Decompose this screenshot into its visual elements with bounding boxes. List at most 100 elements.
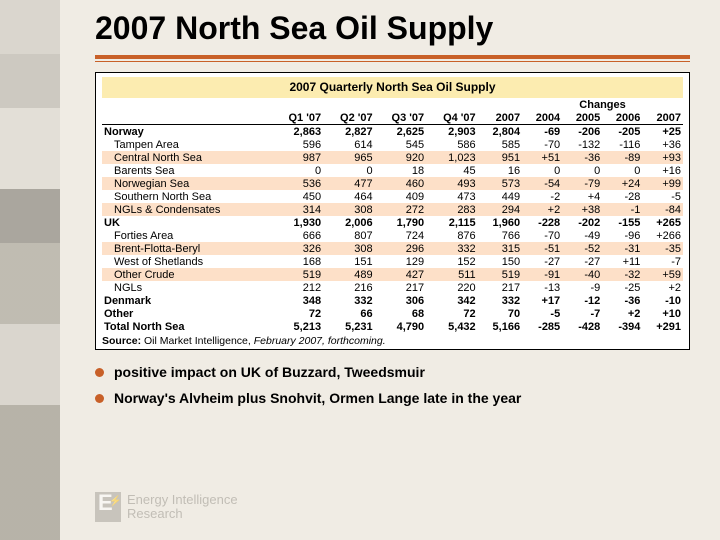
cell-value: 2,006 [323, 216, 375, 229]
title-rule-thick [95, 55, 690, 59]
cell-value: 586 [426, 138, 478, 151]
cell-value: +291 [642, 320, 683, 333]
cell-value: +38 [562, 203, 602, 216]
cell-value: -70 [522, 138, 562, 151]
title-rule-thin [95, 61, 690, 62]
cell-value: 427 [375, 268, 427, 281]
column-header: Q2 '07 [323, 111, 375, 125]
footer-logo: ⚡ Energy Intelligence Research [95, 492, 238, 522]
cell-value: -132 [562, 138, 602, 151]
cell-value: 296 [375, 242, 427, 255]
column-header: 2004 [522, 111, 562, 125]
table-row: UK1,9302,0061,7902,1151,960-228-202-155+… [102, 216, 683, 229]
cell-value: +265 [642, 216, 683, 229]
cell-value: 573 [478, 177, 522, 190]
table-row: NGLs212216217220217-13-9-25+2 [102, 281, 683, 294]
cell-value: 920 [375, 151, 427, 164]
cell-value: 314 [272, 203, 324, 216]
cell-value: +25 [642, 125, 683, 139]
table-row: Tampen Area596614545586585-70-132-116+36 [102, 138, 683, 151]
cell-value: 168 [272, 255, 324, 268]
column-header: Q3 '07 [375, 111, 427, 125]
cell-value: 724 [375, 229, 427, 242]
cell-value: -36 [562, 151, 602, 164]
cell-value: 216 [323, 281, 375, 294]
cell-value: +93 [642, 151, 683, 164]
cell-value: -91 [522, 268, 562, 281]
cell-value: 987 [272, 151, 324, 164]
cell-value: 72 [272, 307, 324, 320]
cell-value: 5,166 [478, 320, 522, 333]
table-row: Barents Sea00184516000+16 [102, 164, 683, 177]
cell-value: 306 [375, 294, 427, 307]
cell-value: 450 [272, 190, 324, 203]
column-header: 2007 [478, 111, 522, 125]
cell-value: 409 [375, 190, 427, 203]
cell-value: 536 [272, 177, 324, 190]
cell-value: 217 [478, 281, 522, 294]
logo-line1: Energy Intelligence [127, 493, 238, 507]
cell-value: +2 [642, 281, 683, 294]
cell-value: -394 [602, 320, 642, 333]
cell-value: -35 [642, 242, 683, 255]
cell-value: 16 [478, 164, 522, 177]
cell-value: 477 [323, 177, 375, 190]
cell-value: +17 [522, 294, 562, 307]
bullet-dot-icon [95, 368, 104, 377]
row-label: Southern North Sea [102, 190, 272, 203]
cell-value: 1,790 [375, 216, 427, 229]
cell-value: +16 [642, 164, 683, 177]
table-row: Central North Sea9879659201,023951+51-36… [102, 151, 683, 164]
cell-value: +51 [522, 151, 562, 164]
cell-value: -428 [562, 320, 602, 333]
cell-value: 464 [323, 190, 375, 203]
cell-value: -228 [522, 216, 562, 229]
cell-value: -7 [562, 307, 602, 320]
cell-value: -28 [602, 190, 642, 203]
bullet-item: positive impact on UK of Buzzard, Tweeds… [95, 364, 690, 380]
cell-value: -54 [522, 177, 562, 190]
cell-value: -27 [522, 255, 562, 268]
cell-value: 2,903 [426, 125, 478, 139]
row-label: Denmark [102, 294, 272, 307]
source-prefix: Source: [102, 335, 141, 347]
cell-value: -96 [602, 229, 642, 242]
cell-value: +10 [642, 307, 683, 320]
cell-value: -70 [522, 229, 562, 242]
table-row: Other Crude519489427511519-91-40-32+59 [102, 268, 683, 281]
table-row: Denmark348332306342332+17-12-36-10 [102, 294, 683, 307]
row-label: Norwegian Sea [102, 177, 272, 190]
cell-value: 2,804 [478, 125, 522, 139]
cell-value: 217 [375, 281, 427, 294]
cell-value: 70 [478, 307, 522, 320]
cell-value: -116 [602, 138, 642, 151]
cell-value: -32 [602, 268, 642, 281]
cell-value: 220 [426, 281, 478, 294]
cell-value: 0 [323, 164, 375, 177]
slide-title: 2007 North Sea Oil Supply [95, 10, 690, 53]
cell-value: -202 [562, 216, 602, 229]
cell-value: -40 [562, 268, 602, 281]
table-row: Norwegian Sea536477460493573-54-79+24+99 [102, 177, 683, 190]
cell-value: -7 [642, 255, 683, 268]
cell-value: -51 [522, 242, 562, 255]
slide-content: 2007 North Sea Oil Supply 2007 Quarterly… [0, 0, 720, 540]
cell-value: -5 [522, 307, 562, 320]
cell-value: -84 [642, 203, 683, 216]
col-blank [102, 111, 272, 125]
cell-value: 152 [426, 255, 478, 268]
cell-value: 2,625 [375, 125, 427, 139]
cell-value: 348 [272, 294, 324, 307]
cell-value: -285 [522, 320, 562, 333]
column-header: 2006 [602, 111, 642, 125]
cell-value: 489 [323, 268, 375, 281]
cell-value: -9 [562, 281, 602, 294]
cell-value: 0 [522, 164, 562, 177]
cell-value: 460 [375, 177, 427, 190]
bullet-list: positive impact on UK of Buzzard, Tweeds… [95, 364, 690, 406]
cell-value: 151 [323, 255, 375, 268]
table-row: Other7266687270-5-7+2+10 [102, 307, 683, 320]
bullet-text: Norway's Alvheim plus Snohvit, Ormen Lan… [114, 390, 521, 406]
cell-value: -89 [602, 151, 642, 164]
cell-value: -25 [602, 281, 642, 294]
